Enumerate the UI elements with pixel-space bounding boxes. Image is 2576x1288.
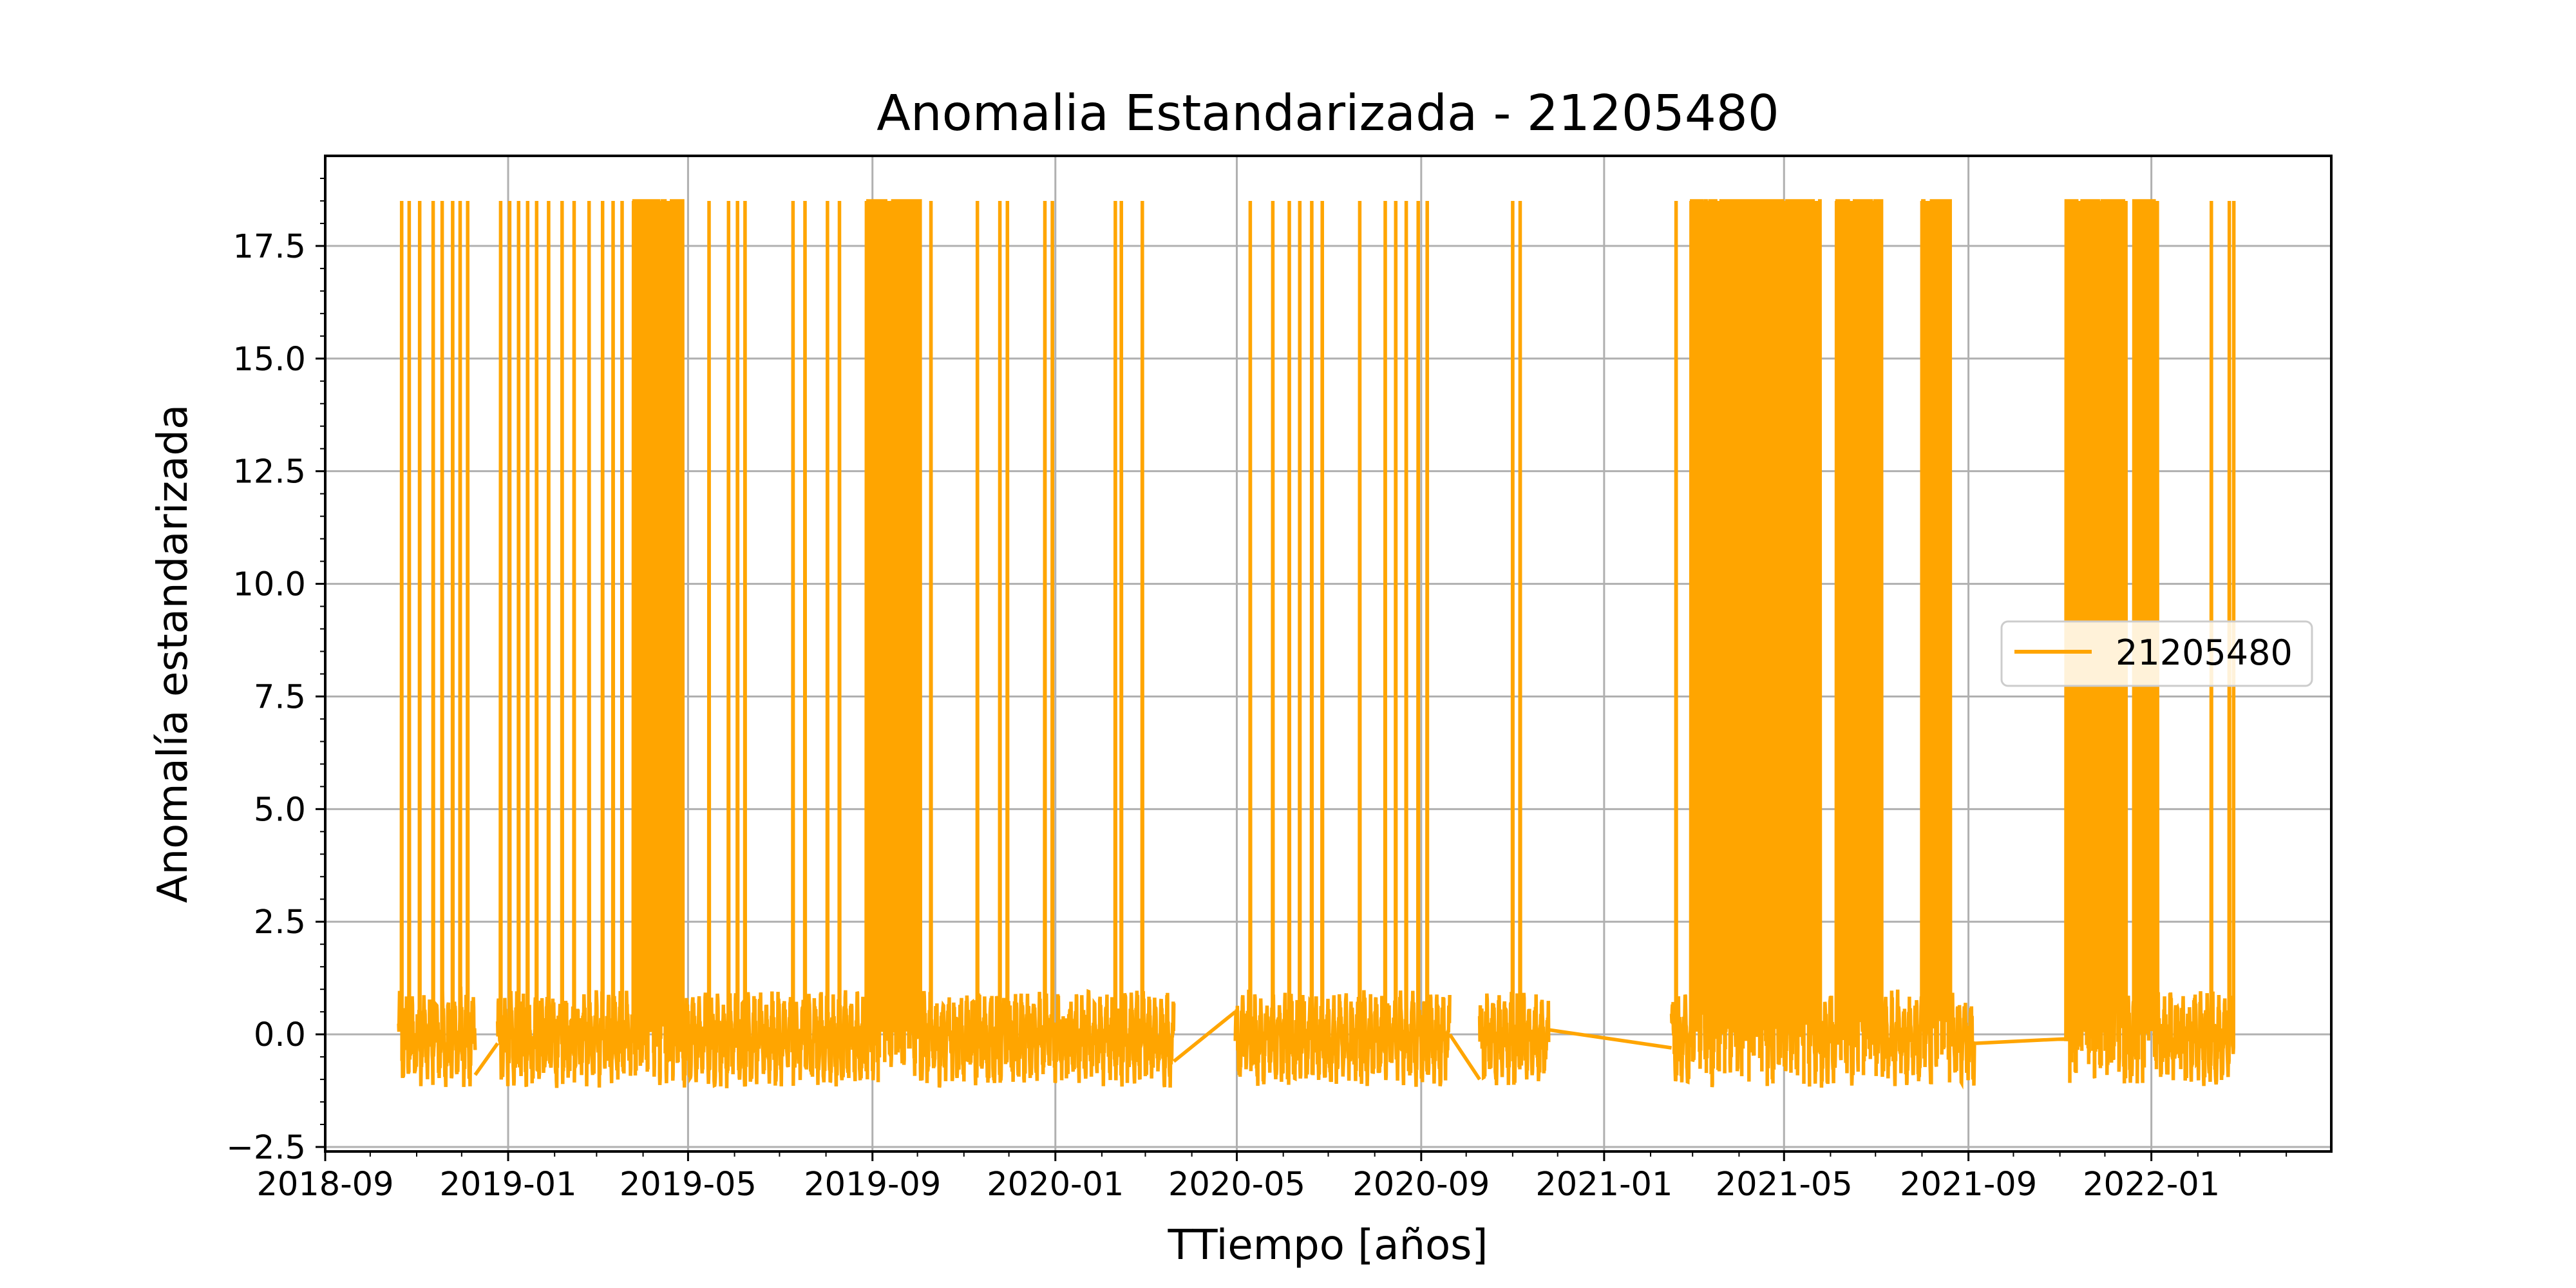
series-line-21205480 bbox=[397, 199, 2236, 1090]
legend-label: 21205480 bbox=[2116, 632, 2293, 673]
x-tick-label: 2019-09 bbox=[804, 1166, 941, 1204]
y-tick-label: 0.0 bbox=[254, 1016, 306, 1054]
x-tick-label: 2021-05 bbox=[1716, 1166, 1853, 1204]
y-tick-label: 7.5 bbox=[254, 678, 306, 716]
x-tick-label: 2021-01 bbox=[1535, 1166, 1672, 1204]
x-tick-label: 2021-09 bbox=[1900, 1166, 2037, 1204]
x-tick-label: 2019-01 bbox=[439, 1166, 576, 1204]
y-tick-label: −2.5 bbox=[226, 1129, 306, 1167]
chart-title: Anomalia Estandarizada - 21205480 bbox=[876, 85, 1779, 142]
legend: 21205480 bbox=[2000, 620, 2313, 687]
x-tick-label: 2020-09 bbox=[1352, 1166, 1490, 1204]
x-tick-label: 2022-01 bbox=[2083, 1166, 2220, 1204]
x-tick-label: 2019-05 bbox=[620, 1166, 757, 1204]
y-tick-label: 17.5 bbox=[232, 228, 306, 266]
x-tick-label: 2020-01 bbox=[987, 1166, 1124, 1204]
y-axis: −2.5 0.0 2.5 5.0 7.5 10.0 12.5 15.0 17.5 bbox=[226, 177, 325, 1167]
y-tick-label: 2.5 bbox=[254, 904, 306, 942]
x-axis-label: TTiempo [años] bbox=[1168, 1222, 1488, 1269]
data-layer bbox=[397, 199, 2236, 1090]
x-axis: 2018-09 2019-01 2019-05 2019-09 2020-01 2020-… bbox=[256, 1151, 2287, 1204]
y-tick-label: 5.0 bbox=[254, 791, 306, 829]
y-tick-label: 15.0 bbox=[232, 341, 306, 379]
y-tick-label: 10.0 bbox=[232, 566, 306, 604]
legend-box bbox=[2000, 620, 2313, 687]
y-axis-label: Anomalía estandarizada bbox=[149, 404, 197, 903]
x-tick-label: 2020-05 bbox=[1168, 1166, 1305, 1204]
y-tick-label: 12.5 bbox=[232, 453, 306, 491]
x-tick-label: 2018-09 bbox=[256, 1166, 393, 1204]
